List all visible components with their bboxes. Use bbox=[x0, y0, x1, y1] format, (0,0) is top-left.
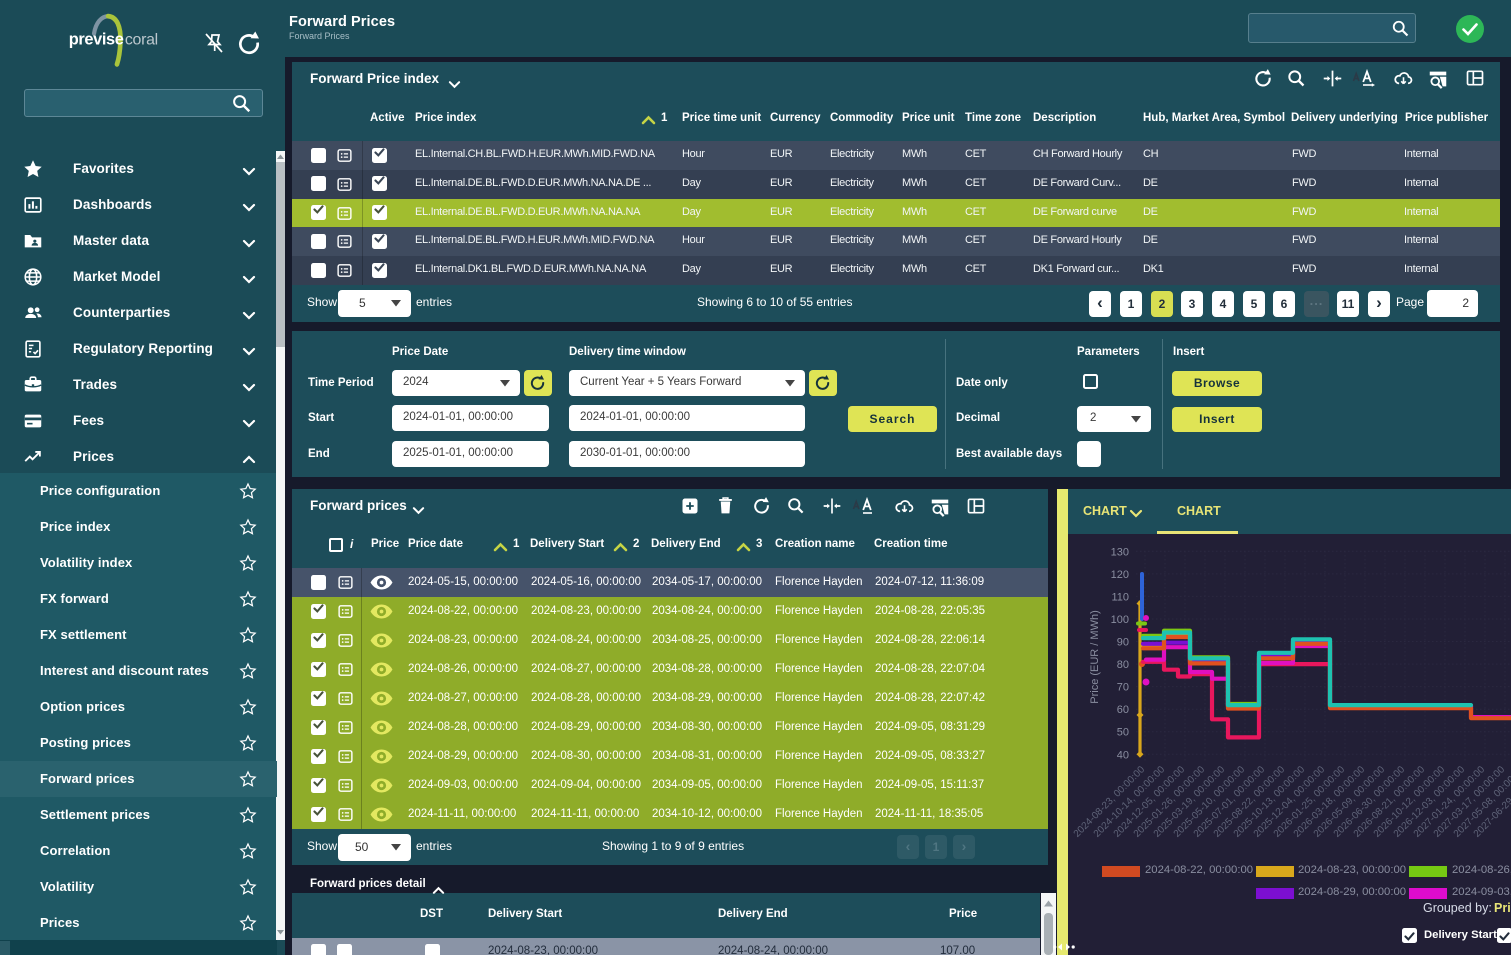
svg-text:80: 80 bbox=[1117, 659, 1129, 671]
svg-text:120: 120 bbox=[1111, 569, 1129, 581]
svg-text:110: 110 bbox=[1111, 591, 1129, 603]
svg-text:coral: coral bbox=[125, 32, 158, 49]
svg-text:70: 70 bbox=[1117, 682, 1129, 694]
svg-text:130: 130 bbox=[1111, 546, 1129, 558]
svg-text:50: 50 bbox=[1117, 727, 1129, 739]
svg-text:previse: previse bbox=[69, 31, 124, 49]
svg-text:90: 90 bbox=[1117, 637, 1129, 649]
svg-text:100: 100 bbox=[1111, 614, 1129, 626]
svg-text:Price (EUR / MWh): Price (EUR / MWh) bbox=[1089, 610, 1101, 704]
svg-text:40: 40 bbox=[1117, 749, 1129, 761]
svg-text:60: 60 bbox=[1117, 704, 1129, 716]
